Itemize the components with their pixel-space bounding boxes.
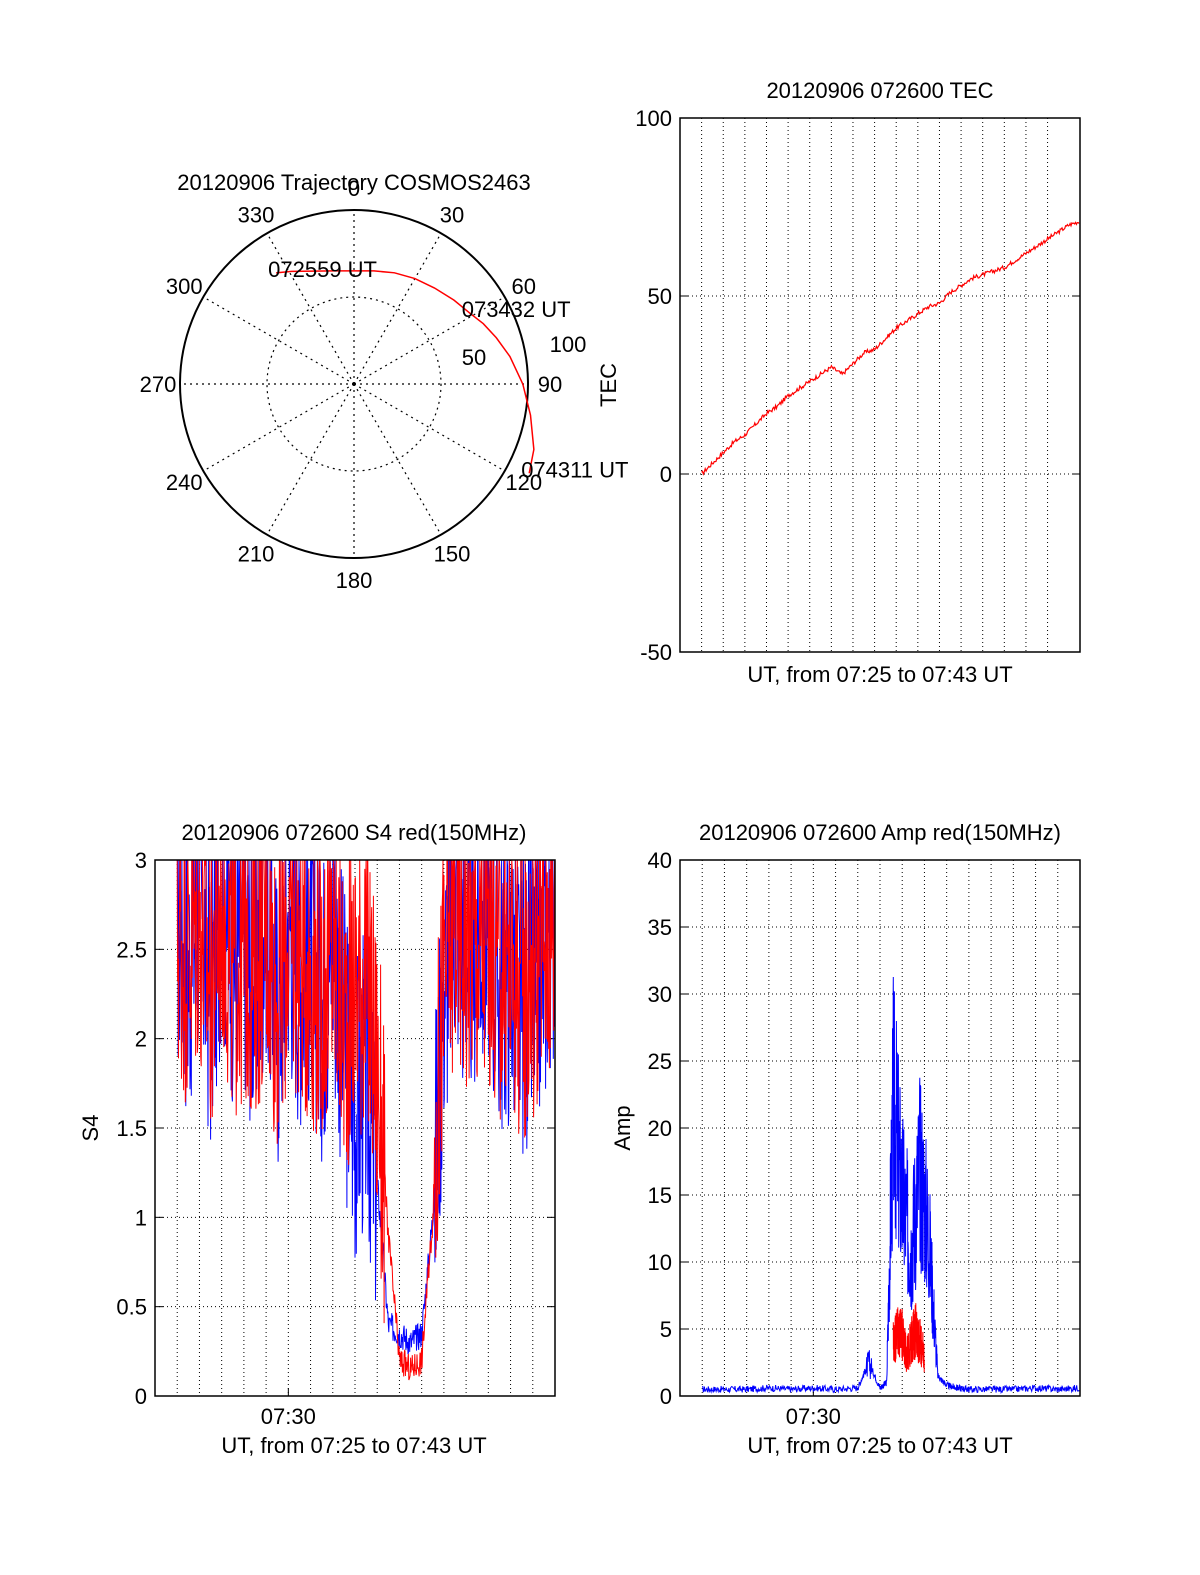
y-tick-label: 50 — [648, 284, 672, 309]
series-line-1 — [892, 1303, 925, 1373]
y-tick-label: 3 — [135, 848, 147, 873]
azimuth-label-210: 210 — [238, 542, 275, 567]
s4-xlabel: UT, from 07:25 to 07:43 UT — [221, 1433, 486, 1458]
polar-spoke — [353, 233, 442, 385]
plot-frame — [154, 859, 556, 1397]
azimuth-label-300: 300 — [166, 274, 203, 299]
y-tick-label: 2 — [135, 1027, 147, 1052]
polar-spoke — [203, 296, 355, 385]
azimuth-label-150: 150 — [434, 542, 471, 567]
amp-plot: 20120906 072600 Amp red(150MHz) UT, from… — [610, 820, 1081, 1458]
polar-spoke — [353, 296, 505, 385]
trajectory-point-label: 073432 UT — [462, 297, 571, 322]
tec-ylabel: TEC — [596, 363, 621, 407]
polar-spoke — [266, 383, 355, 535]
plot-frame — [679, 117, 1081, 653]
polar-outer-circle — [179, 209, 529, 559]
azimuth-label-120: 120 — [505, 470, 542, 495]
azimuth-label-270: 270 — [140, 372, 177, 397]
y-tick-label: 0 — [660, 462, 672, 487]
trajectory-title: 20120906 Trajectory COSMOS2463 — [177, 170, 530, 195]
tec-plot: 20120906 072600 TEC UT, from 07:25 to 07… — [596, 78, 1081, 687]
y-tick-label: 2.5 — [116, 937, 147, 962]
polar-spoke — [353, 383, 442, 535]
trajectory-point-label: 072559 UT — [268, 257, 377, 282]
polar-spoke — [203, 383, 355, 472]
y-tick-label: 0.5 — [116, 1295, 147, 1320]
y-tick-label: 0 — [135, 1384, 147, 1409]
polar-spoke — [353, 383, 505, 472]
y-tick-label: -50 — [640, 640, 672, 665]
y-tick-label: 0 — [660, 1384, 672, 1409]
series-line-0 — [701, 221, 1080, 476]
plot-frame — [679, 859, 1081, 1397]
azimuth-label-60: 60 — [511, 274, 535, 299]
y-tick-label: 1 — [135, 1205, 147, 1230]
y-tick-label: 15 — [648, 1183, 672, 1208]
s4-title: 20120906 072600 S4 red(150MHz) — [182, 820, 527, 845]
radial-label-100: 100 — [550, 332, 587, 357]
x-tick-label: 07:30 — [786, 1404, 841, 1429]
amp-xlabel: UT, from 07:25 to 07:43 UT — [747, 1433, 1012, 1458]
tec-xlabel: UT, from 07:25 to 07:43 UT — [747, 662, 1012, 687]
radial-label-50: 50 — [462, 345, 486, 370]
s4-ylabel: S4 — [78, 1115, 103, 1142]
azimuth-label-240: 240 — [166, 470, 203, 495]
amp-ylabel: Amp — [610, 1105, 635, 1150]
azimuth-label-330: 330 — [238, 202, 275, 227]
y-tick-label: 100 — [635, 106, 672, 131]
series-line-0 — [702, 976, 1080, 1395]
trajectory-track — [276, 270, 535, 474]
y-tick-label: 35 — [648, 915, 672, 940]
y-tick-label: 30 — [648, 982, 672, 1007]
y-tick-label: 40 — [648, 848, 672, 873]
azimuth-label-180: 180 — [336, 568, 373, 593]
amp-title: 20120906 072600 Amp red(150MHz) — [699, 820, 1061, 845]
s4-plot: 20120906 072600 S4 red(150MHz) UT, from … — [78, 820, 556, 1458]
trajectory-plot: 20120906 Trajectory COSMOS2463 0 30 60 90 12… — [140, 170, 629, 593]
y-tick-label: 5 — [660, 1317, 672, 1342]
azimuth-label-30: 30 — [440, 202, 464, 227]
y-tick-label: 1.5 — [116, 1116, 147, 1141]
azimuth-label-0: 0 — [348, 176, 360, 201]
y-tick-label: 20 — [648, 1116, 672, 1141]
y-tick-label: 10 — [648, 1250, 672, 1275]
polar-grid-circle — [266, 296, 442, 472]
azimuth-label-90: 90 — [538, 372, 562, 397]
tec-title: 20120906 072600 TEC — [766, 78, 993, 103]
trajectory-point-label: 074311 UT — [521, 457, 628, 482]
y-tick-label: 25 — [648, 1049, 672, 1074]
polar-spoke — [266, 233, 355, 385]
series-line-1 — [176, 860, 555, 1381]
x-tick-label: 07:30 — [261, 1404, 316, 1429]
